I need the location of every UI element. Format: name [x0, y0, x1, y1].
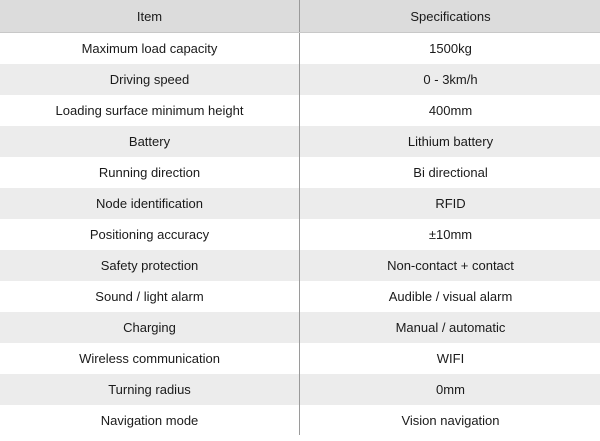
item-cell: Battery — [0, 126, 300, 157]
item-cell: Charging — [0, 312, 300, 343]
spec-cell: ±10mm — [299, 219, 600, 250]
header-row: Item Specifications — [0, 0, 600, 33]
spec-cell: Non-contact + contact — [299, 250, 600, 281]
spec-cell: Manual / automatic — [299, 312, 600, 343]
item-cell: Maximum load capacity — [0, 32, 300, 64]
table-row: Positioning accuracy ±10mm — [0, 219, 600, 250]
header-item: Item — [0, 0, 300, 33]
table-row: Battery Lithium battery — [0, 126, 600, 157]
item-cell: Sound / light alarm — [0, 281, 300, 312]
item-cell: Safety protection — [0, 250, 300, 281]
table-body: Maximum load capacity 1500kg Driving spe… — [0, 32, 600, 435]
spec-cell: 0 - 3km/h — [299, 64, 600, 95]
spec-cell: Vision navigation — [299, 405, 600, 435]
item-cell: Node identification — [0, 188, 300, 219]
spec-cell: Bi directional — [299, 157, 600, 188]
item-cell: Running direction — [0, 157, 300, 188]
table-row: Loading surface minimum height 400mm — [0, 95, 600, 126]
table-row: Safety protection Non-contact + contact — [0, 250, 600, 281]
spec-cell: 1500kg — [299, 32, 600, 64]
table-row: Charging Manual / automatic — [0, 312, 600, 343]
spec-cell: Lithium battery — [299, 126, 600, 157]
table-row: Running direction Bi directional — [0, 157, 600, 188]
spec-cell: RFID — [299, 188, 600, 219]
spec-cell: Audible / visual alarm — [299, 281, 600, 312]
item-cell: Wireless communication — [0, 343, 300, 374]
spec-cell: 0mm — [299, 374, 600, 405]
spec-cell: 400mm — [299, 95, 600, 126]
item-cell: Turning radius — [0, 374, 300, 405]
table-row: Navigation mode Vision navigation — [0, 405, 600, 435]
table-row: Turning radius 0mm — [0, 374, 600, 405]
table-row: Driving speed 0 - 3km/h — [0, 64, 600, 95]
table-row: Sound / light alarm Audible / visual ala… — [0, 281, 600, 312]
item-cell: Positioning accuracy — [0, 219, 300, 250]
table-row: Maximum load capacity 1500kg — [0, 32, 600, 64]
item-cell: Driving speed — [0, 64, 300, 95]
table-header: Item Specifications — [0, 0, 600, 33]
header-specifications: Specifications — [299, 0, 600, 33]
item-cell: Navigation mode — [0, 405, 300, 435]
item-cell: Loading surface minimum height — [0, 95, 300, 126]
table-row: Node identification RFID — [0, 188, 600, 219]
spec-cell: WIFI — [299, 343, 600, 374]
table-row: Wireless communication WIFI — [0, 343, 600, 374]
